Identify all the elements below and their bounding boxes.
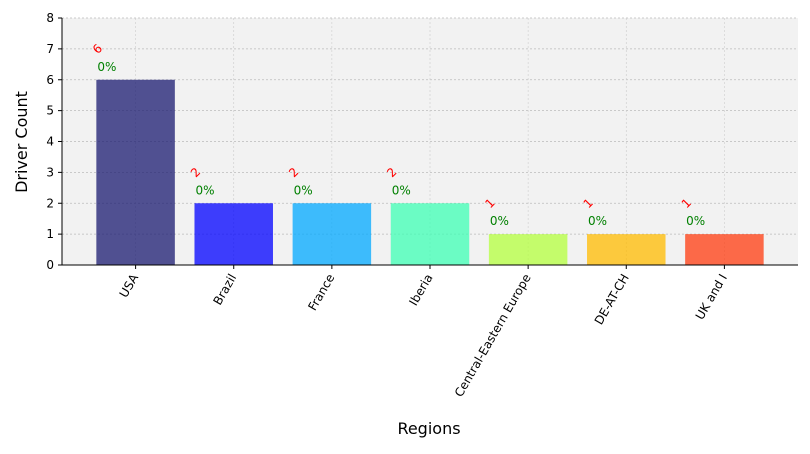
bar	[488, 234, 568, 265]
y-tick-label: 4	[46, 135, 54, 149]
x-tick-label: UK and I	[693, 272, 730, 323]
y-tick-label: 0	[46, 258, 54, 272]
percent-label: 0%	[195, 183, 214, 197]
x-tick-label: USA	[117, 271, 142, 300]
percent-label: 0%	[97, 60, 116, 74]
y-tick-label: 7	[46, 42, 54, 56]
y-tick-label: 1	[46, 227, 54, 241]
percent-label: 0%	[294, 183, 313, 197]
x-axis-label: Regions	[397, 419, 460, 438]
y-tick-label: 8	[46, 11, 54, 25]
y-ticks: 0 1 2 3 4 5 6 7 8	[46, 11, 62, 272]
x-tick-label: Brazil	[210, 272, 239, 308]
y-tick-label: 2	[46, 196, 54, 210]
bar	[96, 79, 175, 265]
bar	[292, 203, 372, 265]
bar	[685, 234, 764, 265]
bar	[194, 203, 273, 265]
y-tick-label: 3	[46, 165, 54, 179]
bar	[587, 234, 666, 265]
percent-label: 0%	[686, 214, 705, 228]
y-axis-label: Driver Count	[12, 91, 31, 193]
percent-label: 0%	[392, 183, 411, 197]
x-tick-label: Central-Eastern Europe	[452, 272, 534, 400]
bars	[96, 79, 764, 265]
x-tick-label: Iberia	[406, 272, 435, 309]
percent-label: 0%	[588, 214, 607, 228]
x-ticks: USA Brazil France Iberia Central-Eastern Eur…	[117, 265, 730, 399]
x-tick-label: DE-AT-CH	[592, 272, 632, 328]
y-tick-label: 5	[46, 104, 54, 118]
x-tick-label: France	[305, 272, 337, 314]
bar	[390, 203, 470, 265]
percent-label: 0%	[490, 214, 509, 228]
y-tick-label: 6	[46, 73, 54, 87]
